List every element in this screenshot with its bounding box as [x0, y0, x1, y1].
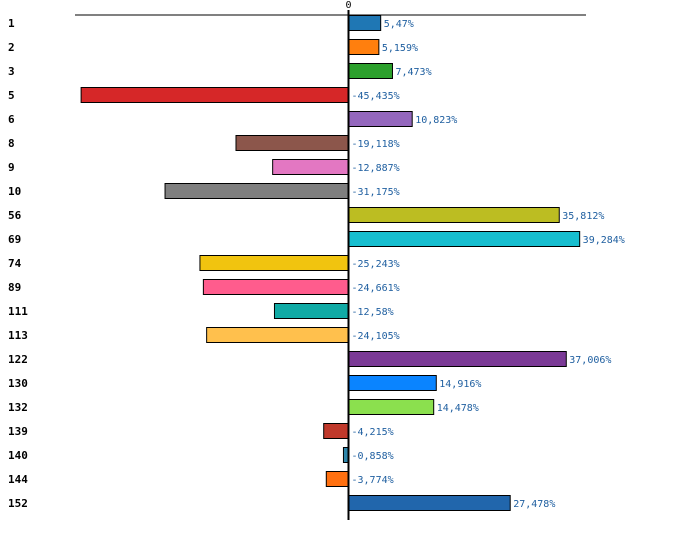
bar-139	[323, 423, 350, 439]
bar-9	[272, 159, 349, 175]
value-label-3: 7,473%	[395, 67, 431, 78]
category-label-3: 3	[8, 65, 15, 78]
value-label-1: 5,47%	[384, 19, 414, 30]
value-label-139: -4,215%	[352, 427, 394, 438]
bar-56	[348, 207, 560, 223]
category-label-5: 5	[8, 89, 15, 102]
category-label-111: 111	[8, 305, 28, 318]
value-label-130: 14,916%	[439, 379, 481, 390]
bar-144	[325, 471, 349, 487]
bar-74	[199, 255, 349, 271]
value-label-69: 39,284%	[583, 235, 625, 246]
bar-111	[273, 303, 350, 319]
category-label-2: 2	[8, 41, 15, 54]
category-label-140: 140	[8, 449, 28, 462]
value-label-8: -19,118%	[352, 139, 400, 150]
category-label-130: 130	[8, 377, 28, 390]
category-label-89: 89	[8, 281, 21, 294]
category-label-132: 132	[8, 401, 28, 414]
category-label-6: 6	[8, 113, 15, 126]
value-label-9: -12,887%	[352, 163, 400, 174]
category-label-1: 1	[8, 17, 15, 30]
bar-6	[348, 111, 413, 127]
category-label-122: 122	[8, 353, 28, 366]
bar-122	[348, 351, 567, 367]
category-label-152: 152	[8, 497, 28, 510]
bar-1	[348, 15, 382, 31]
value-label-140: -0,858%	[352, 451, 394, 462]
value-label-10: -31,175%	[352, 187, 400, 198]
category-label-56: 56	[8, 209, 22, 222]
value-label-56: 35,812%	[562, 211, 604, 222]
value-label-113: -24,105%	[352, 331, 400, 342]
value-label-89: -24,661%	[352, 283, 400, 294]
category-label-10: 10	[8, 185, 21, 198]
value-label-6: 10,823%	[415, 115, 457, 126]
value-label-74: -25,243%	[352, 259, 400, 270]
value-label-2: 5,159%	[382, 43, 418, 54]
bar-89	[202, 279, 349, 295]
value-label-5: -45,435%	[352, 91, 400, 102]
category-label-9: 9	[8, 161, 15, 174]
value-label-144: -3,774%	[352, 475, 394, 486]
bar-5	[80, 87, 350, 103]
category-label-8: 8	[8, 137, 15, 150]
category-labels: 1235689105669748911111312213013213914014…	[8, 17, 28, 510]
value-label-111: -12,58%	[352, 307, 394, 318]
category-label-69: 69	[8, 233, 21, 246]
bar-2	[348, 39, 380, 55]
bar-8	[235, 135, 349, 151]
bars-group	[80, 15, 581, 511]
value-label-132: 14,478%	[437, 403, 479, 414]
category-label-74: 74	[8, 257, 22, 270]
bar-3	[348, 63, 393, 79]
value-label-122: 37,006%	[569, 355, 611, 366]
category-label-113: 113	[8, 329, 28, 342]
bar-132	[348, 399, 435, 415]
bar-113	[206, 327, 349, 343]
bar-69	[348, 231, 581, 247]
value-label-152: 27,478%	[513, 499, 555, 510]
bar-10	[164, 183, 349, 199]
bar-152	[348, 495, 511, 511]
category-label-139: 139	[8, 425, 28, 438]
zero-tick-label: 0	[345, 0, 351, 11]
value-labels: 5,47% 5,159% 7,473% -45,435% 10,823% -19,118%…	[352, 19, 625, 510]
category-label-144: 144	[8, 473, 28, 486]
bar-130	[348, 375, 437, 391]
